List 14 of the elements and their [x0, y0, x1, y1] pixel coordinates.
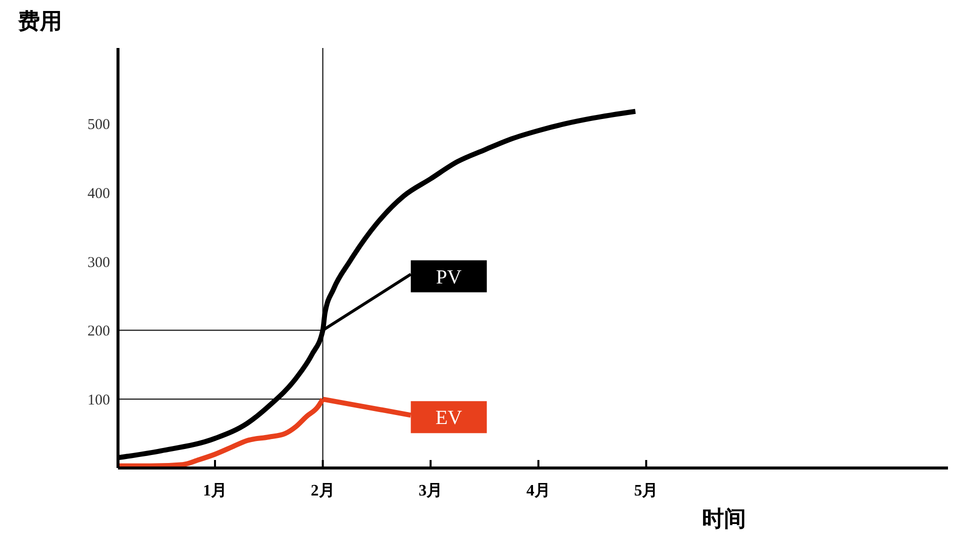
x-tick-label: 3月	[418, 482, 443, 500]
x-tick-label: 4月	[526, 482, 550, 500]
y-tick-label: 100	[88, 392, 110, 408]
y-tick-label: 500	[88, 117, 110, 134]
x-tick-label: 5月	[634, 482, 658, 500]
y-tick-label: 400	[88, 186, 110, 202]
y-tick-label: 200	[88, 324, 110, 340]
x-tick-label: 1月	[203, 482, 228, 500]
x-tick-label: 2月	[310, 482, 335, 500]
y-tick-label: 300	[88, 254, 110, 271]
text: PV	[436, 266, 462, 288]
x-axis-title: 时间	[702, 506, 746, 531]
legend-label: EV	[435, 407, 463, 430]
y-axis-title: 费用	[17, 8, 62, 34]
